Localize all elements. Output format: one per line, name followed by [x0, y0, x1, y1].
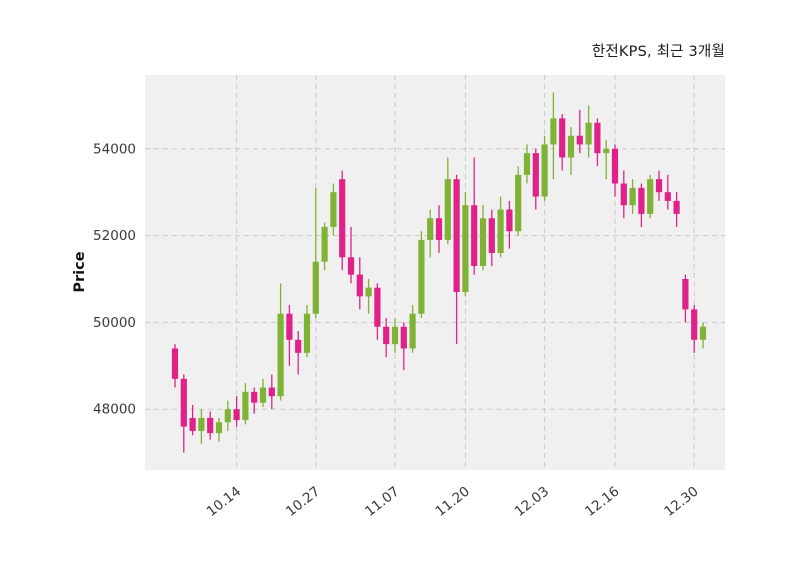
candle-down: [453, 179, 460, 293]
candle-down: [638, 187, 645, 214]
candle-down: [374, 287, 381, 327]
candle-down: [435, 218, 443, 240]
candle-down: [594, 122, 601, 154]
x-tick-label: 12.03: [512, 484, 552, 520]
y-tick-label: 52000: [93, 228, 136, 244]
x-tick-label: 11.20: [433, 484, 473, 520]
candle-up: [515, 174, 522, 232]
candle-up: [444, 179, 451, 240]
y-tick-label: 48000: [93, 402, 136, 418]
candle-down: [286, 313, 293, 340]
candle-up: [321, 226, 328, 262]
candle-up: [603, 148, 610, 154]
candle-down: [295, 339, 302, 353]
candle-up: [365, 287, 372, 297]
candle-down: [339, 179, 346, 258]
candle-down: [251, 391, 258, 403]
candle-down: [673, 200, 680, 214]
candle-up: [224, 409, 231, 423]
x-tick-label: 10.27: [283, 484, 323, 520]
candle-down: [189, 417, 196, 431]
candle-up: [409, 313, 416, 349]
candle-down: [180, 378, 187, 427]
candle-down: [471, 205, 478, 266]
candle-down: [171, 348, 179, 379]
candle-down: [233, 409, 240, 421]
candle-up: [391, 326, 399, 345]
candle-up: [550, 118, 557, 145]
candle-down: [620, 183, 627, 206]
candle-up: [567, 135, 575, 158]
candle-down: [347, 257, 355, 275]
candle-down: [611, 148, 619, 184]
candle-up: [462, 205, 469, 293]
candle-up: [198, 417, 205, 431]
candle-down: [383, 326, 390, 345]
y-tick-label: 54000: [93, 141, 136, 157]
candle-down: [532, 153, 539, 197]
y-tick-label: 50000: [93, 315, 136, 331]
candle-up: [427, 218, 434, 240]
candle-up: [629, 187, 636, 206]
candle-down: [682, 279, 689, 310]
candle-up: [699, 326, 707, 340]
candle-down: [576, 135, 583, 145]
candle-up: [523, 153, 531, 175]
candle-up: [312, 261, 319, 314]
candle-up: [497, 209, 504, 253]
candle-down: [664, 192, 671, 201]
candle-up: [479, 218, 487, 266]
chart-title: 한전KPS, 최근 3개월: [591, 44, 725, 60]
candle-up: [541, 144, 548, 197]
candle-up: [259, 387, 267, 403]
x-tick-label: 12.30: [661, 484, 701, 520]
candle-down: [691, 309, 698, 340]
candle-down: [400, 326, 407, 349]
x-tick-label: 10.14: [204, 484, 244, 520]
candle-down: [559, 118, 566, 158]
candle-down: [356, 274, 363, 297]
candle-down: [655, 179, 663, 193]
candle-up: [418, 239, 425, 314]
candle-up: [330, 192, 337, 227]
plot-area: [145, 75, 725, 470]
candle-up: [585, 122, 592, 145]
candle-up: [215, 422, 223, 434]
x-tick-label: 11.07: [362, 484, 402, 520]
candle-up: [303, 313, 311, 353]
x-tick-label: 12.16: [582, 484, 622, 520]
candle-down: [488, 218, 495, 253]
candle-up: [647, 179, 654, 214]
candle-up: [277, 313, 284, 397]
candle-down: [268, 387, 275, 397]
candle-down: [207, 417, 214, 434]
candle-down: [506, 209, 513, 232]
candle-up: [242, 391, 249, 421]
